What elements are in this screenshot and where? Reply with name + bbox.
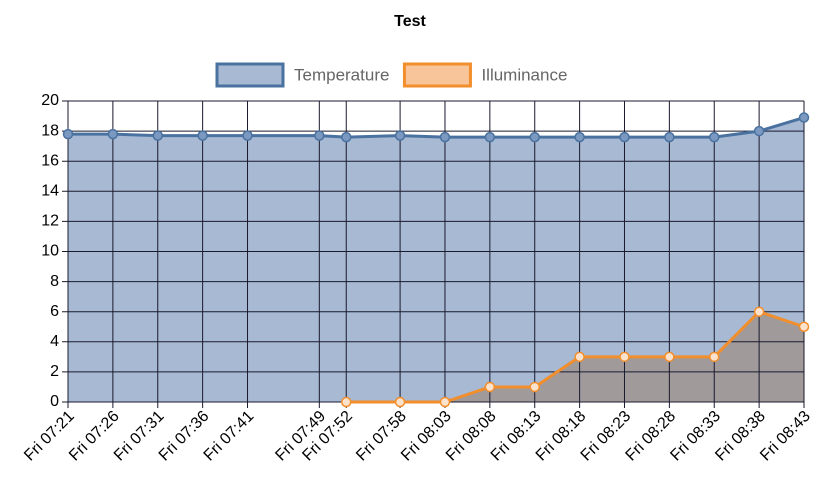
y-tick-label: 14 [41,183,59,200]
y-tick-label: 12 [41,213,59,230]
x-tick-label: Fri 07:41 [201,408,258,465]
point [197,130,208,141]
x-tick-label: Fri 08:43 [757,408,814,465]
point [314,130,325,141]
point [152,130,164,141]
point [529,381,540,393]
point [394,396,406,408]
point [798,112,810,123]
y-tick-label: 20 [41,92,59,109]
y-tick-label: 10 [41,243,59,260]
y-tick-label: 0 [50,393,59,410]
point [574,131,585,143]
y-tick-label: 4 [50,333,59,350]
point [439,131,451,143]
point [242,130,253,141]
y-tick-label: 8 [50,273,59,290]
chart-title: Test [394,13,426,30]
point [619,131,630,143]
legend-label: Illuminance [481,65,567,84]
point [753,125,765,137]
point [529,131,540,143]
legend-swatch [402,62,472,88]
line [68,116,805,139]
y-tick-label: 16 [41,152,59,169]
point [798,321,810,332]
point [574,351,585,363]
point [664,131,675,143]
legend-swatch [215,62,285,88]
point [619,351,630,363]
area [346,311,804,402]
point [708,131,720,143]
y-tick-label: 18 [41,122,59,139]
y-tick-label: 6 [50,303,59,320]
point [340,131,352,143]
point [394,130,406,141]
point [439,396,451,408]
y-tick-label: 2 [50,363,59,380]
point [107,128,119,140]
point [484,381,496,393]
point [340,396,352,408]
point [664,351,675,363]
point [753,306,765,317]
point [484,131,496,143]
point [708,351,720,363]
legend: Temperature Illuminance [215,62,567,88]
legend-label: Temperature [294,65,389,84]
point [62,128,74,140]
area [68,117,804,403]
